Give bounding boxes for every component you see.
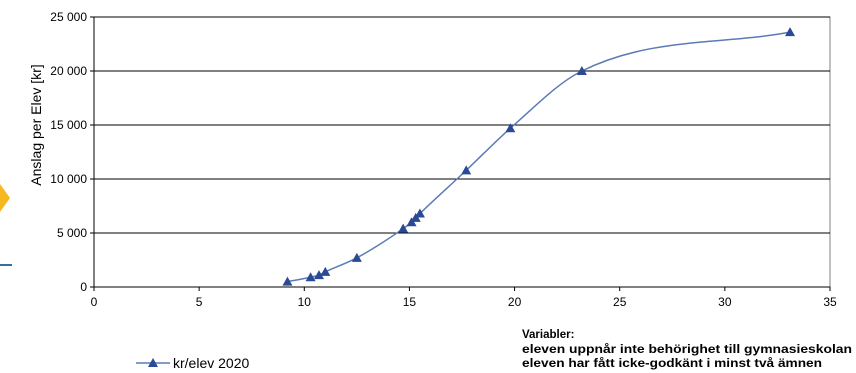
y-ticks: 0 5 000 10 000 15 000 20 000 25 000 <box>50 10 94 294</box>
legend: kr/elev 2020 <box>136 355 249 371</box>
data-point-2 <box>314 270 325 280</box>
y-tick-label-0: 0 <box>80 280 87 294</box>
x-tick-label-7: 35 <box>823 295 837 309</box>
x-tick-label-4: 20 <box>508 295 522 309</box>
y-tick-label-2: 10 000 <box>50 172 87 186</box>
gridlines <box>94 16 830 234</box>
y-tick-label-4: 20 000 <box>50 64 87 78</box>
legend-label: kr/elev 2020 <box>173 355 249 371</box>
data-point-12 <box>785 27 796 37</box>
legend-marker-triangle <box>148 358 158 367</box>
x-tick-label-1: 5 <box>196 295 203 309</box>
y-tick-label-5: 25 000 <box>50 10 87 24</box>
x-tick-label-5: 25 <box>613 295 627 309</box>
variables-annotation: Variabler: eleven uppnår inte behörighet… <box>522 329 852 370</box>
data-point-5 <box>398 223 409 233</box>
data-point-8 <box>414 208 425 218</box>
x-tick-label-2: 10 <box>298 295 312 309</box>
y-tick-label-3: 15 000 <box>50 118 87 132</box>
y-axis-label: Anslag per Elev [kr] <box>28 64 44 185</box>
data-point-11 <box>576 66 587 75</box>
variables-line-2: eleven har fått icke-godkänt i minst två… <box>522 358 822 370</box>
data-point-4 <box>351 252 362 262</box>
y-tick-label-1: 5 000 <box>57 226 87 240</box>
data-point-9 <box>461 165 472 175</box>
data-point-10 <box>505 123 516 133</box>
series-kr-elev-2020 <box>282 27 796 286</box>
variables-line-1: eleven uppnår inte behörighet till gymna… <box>522 344 852 356</box>
data-point-3 <box>320 266 331 276</box>
plot-area <box>93 16 831 288</box>
orange-arrow-icon <box>0 184 10 212</box>
x-tick-label-3: 15 <box>403 295 417 309</box>
x-ticks: 0 5 10 15 20 25 30 35 <box>91 287 837 309</box>
x-tick-label-6: 30 <box>718 295 732 309</box>
data-point-0 <box>282 276 293 286</box>
variables-heading: Variabler: <box>522 329 574 341</box>
data-point-1 <box>305 272 316 282</box>
x-tick-label-0: 0 <box>91 295 98 309</box>
